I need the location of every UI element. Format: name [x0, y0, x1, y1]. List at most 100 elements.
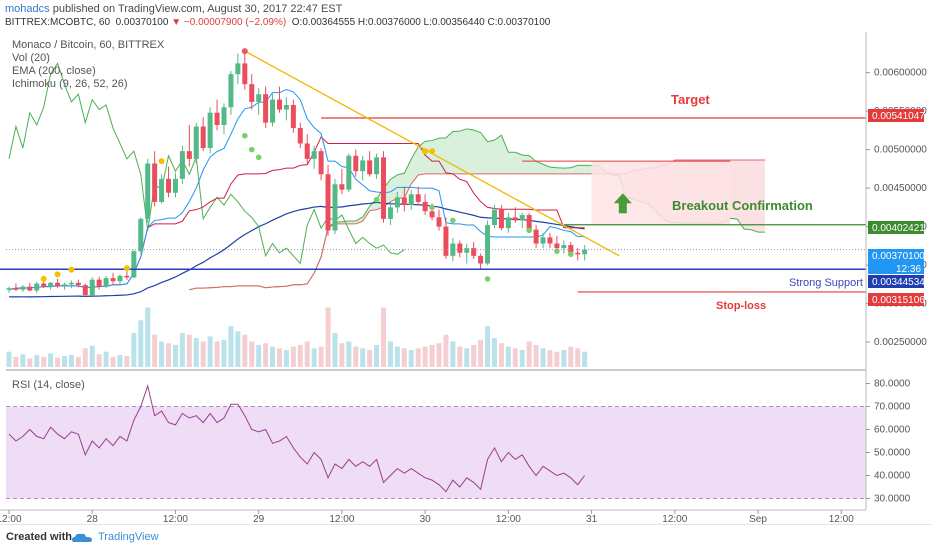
price-change: −0.00007900 (−2.09%)	[184, 17, 286, 28]
volume-bar	[145, 308, 150, 368]
candle-body	[367, 160, 372, 174]
volume-bar	[228, 326, 233, 367]
candle-body	[409, 194, 414, 205]
green-marker	[568, 252, 574, 258]
ichimoku-cloud-segment	[508, 152, 515, 174]
x-tick-label: Sep	[749, 514, 767, 524]
volume-bar	[166, 343, 171, 367]
ichimoku-cloud-segment	[474, 130, 481, 174]
candle-body	[138, 219, 143, 251]
ichimoku-cloud-segment	[737, 160, 744, 229]
candle-body	[506, 217, 511, 228]
volume-bar	[41, 357, 46, 367]
volume-bar	[554, 352, 559, 367]
volume-bar	[201, 342, 206, 368]
volume-bar	[222, 340, 227, 367]
volume-bar	[374, 345, 379, 367]
chart-header: mohadcs published on TradingView.com, Au…	[0, 0, 932, 32]
candle-body	[159, 179, 164, 202]
legend-title: Monaco / Bitcoin, 60, BITTREX	[12, 39, 165, 51]
green-marker	[242, 133, 248, 139]
volume-bar	[443, 335, 448, 367]
breakout-label: Breakout Confirmation	[672, 198, 813, 213]
author-link[interactable]: mohadcs	[5, 3, 50, 15]
candle-body	[346, 156, 351, 190]
green-marker	[256, 155, 262, 161]
volume-bar	[277, 348, 282, 367]
candle-body	[208, 113, 213, 148]
volume-bar	[312, 348, 317, 367]
ichimoku-cloud-segment	[494, 135, 501, 174]
volume-bar	[55, 358, 60, 367]
tradingview-link[interactable]: TradingView	[98, 531, 159, 543]
volume-bar	[319, 347, 324, 367]
candle-body	[534, 230, 539, 244]
volume-bar	[450, 342, 455, 368]
volume-bar	[131, 333, 136, 367]
candle-body	[7, 288, 12, 290]
candle-body	[485, 225, 490, 263]
y-tick-label: 0.00500000	[874, 145, 927, 156]
volume-bar	[499, 343, 504, 367]
candle-body	[270, 100, 275, 123]
ichimoku-cloud-segment	[515, 152, 522, 174]
rsi-tick-label: 80.0000	[874, 379, 911, 390]
ichimoku-cloud-segment	[751, 160, 758, 232]
candle-body	[111, 278, 116, 281]
candle-body	[374, 157, 379, 174]
rsi-tick-label: 40.0000	[874, 471, 911, 482]
volume-bar	[284, 350, 289, 367]
volume-bar	[430, 345, 435, 367]
volume-bar	[159, 342, 164, 368]
target-badge-text: 0.00541047	[872, 111, 925, 122]
rsi-pane	[6, 386, 866, 499]
volume-bar	[7, 352, 12, 367]
candle-body	[131, 251, 136, 277]
green-marker	[374, 197, 380, 203]
green-marker	[485, 276, 491, 282]
candle-body	[437, 217, 442, 226]
tradingview-cloud-icon	[72, 533, 92, 542]
volume-bar	[124, 356, 129, 367]
candle-body	[194, 127, 199, 159]
volume-bar	[360, 348, 365, 367]
candle-body	[527, 215, 532, 230]
symbol-label: BITTREX:MCOBTC, 60	[5, 17, 110, 28]
candle-body	[69, 283, 74, 285]
ichimoku-cloud-segment	[425, 141, 432, 174]
volume-bar	[90, 346, 95, 367]
volume-bar	[388, 342, 393, 368]
candle-body	[263, 94, 268, 122]
volume-bar	[513, 348, 518, 367]
volume-bar	[291, 347, 296, 367]
target-label: Target	[671, 92, 710, 107]
candle-body	[360, 160, 365, 171]
candle-body	[305, 143, 310, 158]
volume-bar	[194, 338, 199, 367]
stop-badge-text: 0.00315106	[872, 295, 925, 306]
ichimoku-cloud-segment	[744, 160, 751, 230]
candle-body	[430, 211, 435, 217]
volume-bar	[471, 345, 476, 367]
candle-body	[575, 253, 580, 255]
candle-body	[520, 215, 525, 220]
ichimoku-cloud-segment	[758, 160, 765, 232]
candle-body	[319, 151, 324, 174]
volume-bar	[242, 335, 247, 367]
ichimoku-cloud-segment	[397, 173, 404, 198]
candle-body	[117, 276, 122, 281]
ichimoku-cloud-segment	[557, 168, 564, 174]
chart-canvas[interactable]: 0.006000000.005500000.005000000.00450000…	[0, 32, 932, 524]
candle-body	[443, 227, 448, 256]
volume-bar	[305, 342, 310, 368]
legend-volume: Vol (20)	[12, 52, 50, 64]
volume-bar	[111, 357, 116, 367]
volume-bar	[561, 350, 566, 367]
time-badge-text: 12:36	[896, 264, 921, 275]
stoploss-label: Stop-loss	[716, 300, 766, 312]
volume-bar	[215, 342, 220, 368]
candle-body	[20, 287, 25, 290]
volume-bar	[339, 343, 344, 367]
volume-bar	[76, 357, 81, 367]
candle-body	[416, 194, 421, 202]
